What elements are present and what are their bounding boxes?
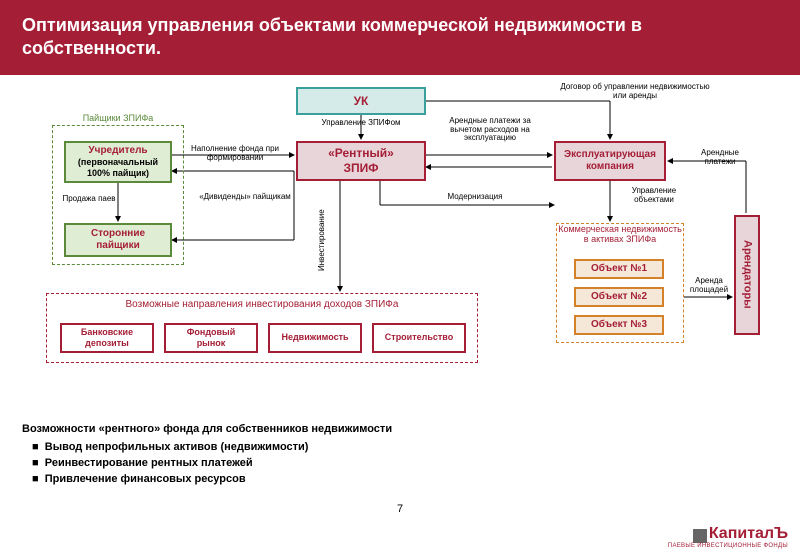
group-assets-label: Коммерческая недвижимость в активах ЗПИФ… [556, 225, 684, 245]
logo-sub: ПАЕВЫЕ ИНВЕСТИЦИОННЫЕ ФОНДЫ [668, 543, 788, 549]
node-obj2: Объект №2 [574, 287, 664, 307]
node-stroi: Строительство [372, 323, 466, 353]
node-expl: Эксплуатирующаякомпания [554, 141, 666, 181]
bullet-2: ■ Реинвестирование рентных платежей [32, 457, 778, 469]
page-title: Оптимизация управления объектами коммерч… [22, 15, 642, 58]
logo-icon [693, 529, 707, 543]
edge-arend-plat: Арендные платежи за вычетом расходов на … [440, 117, 540, 143]
header: Оптимизация управления объектами коммерч… [0, 0, 800, 75]
edge-arend-plat2: Арендные платежи [690, 149, 750, 167]
diagram: Пайщики ЗПИФа Возможные направления инве… [0, 75, 800, 415]
logo-main: КапиталЪ [709, 525, 788, 542]
edge-arenda-pl: Аренда площадей [684, 277, 734, 295]
edge-prodazha: Продажа паев [54, 195, 124, 204]
group-invest-label: Возможные направления инвестирования дох… [46, 299, 478, 310]
edge-modern: Модернизация [430, 193, 520, 202]
group-paischiki-label: Пайщики ЗПИФа [52, 113, 184, 123]
edge-upr-obj: Управление объектами [614, 187, 694, 205]
node-fond: Фондовыйрынок [164, 323, 258, 353]
node-obj3: Объект №3 [574, 315, 664, 335]
node-bank: Банковскиедепозиты [60, 323, 154, 353]
node-obj1: Объект №1 [574, 259, 664, 279]
bullet-1: ■ Вывод непрофильных активов (недвижимос… [32, 441, 778, 453]
node-arend: Арендаторы [734, 215, 760, 335]
footer-title: Возможности «рентного» фонда для собстве… [22, 423, 778, 435]
node-uchred: Учредитель(первоначальный100% пайщик) [64, 141, 172, 183]
node-storon: Сторонниепайщики [64, 223, 172, 257]
edge-invest: Инвестирование [318, 195, 332, 285]
bullet-3: ■ Привлечение финансовых ресурсов [32, 473, 778, 485]
edge-divid: «Дивиденды» пайщикам [190, 193, 300, 202]
edge-upr-zpifom: Управление ЗПИФом [296, 119, 426, 128]
node-uk: УК [296, 87, 426, 115]
edge-dogovor: Договор об управлении недвижимостью или … [560, 83, 710, 101]
footer-text: Возможности «рентного» фонда для собстве… [0, 415, 800, 497]
edge-napoln: Наполнение фонда при формировании [180, 145, 290, 163]
node-nedv: Недвижимость [268, 323, 362, 353]
logo: КапиталЪ ПАЕВЫЕ ИНВЕСТИЦИОННЫЕ ФОНДЫ [668, 525, 788, 549]
node-zpif: «Рентный»ЗПИФ [296, 141, 426, 181]
page-number: 7 [0, 497, 800, 515]
